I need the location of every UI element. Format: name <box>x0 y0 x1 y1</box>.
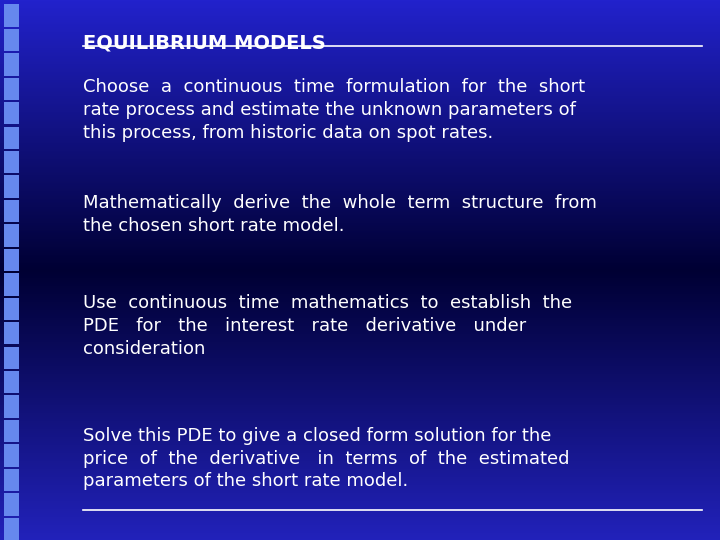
Bar <box>4 298 19 320</box>
Bar <box>4 395 19 418</box>
Bar <box>4 322 19 345</box>
Bar <box>4 493 19 516</box>
Bar <box>4 29 19 51</box>
Bar <box>4 469 19 491</box>
Bar <box>4 200 19 222</box>
Text: EQUILIBRIUM MODELS: EQUILIBRIUM MODELS <box>83 33 325 52</box>
Text: Use  continuous  time  mathematics  to  establish  the
PDE   for   the   interes: Use continuous time mathematics to estab… <box>83 294 572 358</box>
Bar <box>4 347 19 369</box>
Bar <box>4 102 19 124</box>
Text: Choose  a  continuous  time  formulation  for  the  short
rate process and estim: Choose a continuous time formulation for… <box>83 78 585 142</box>
Bar <box>4 273 19 295</box>
Bar <box>4 4 19 26</box>
Bar <box>4 224 19 247</box>
Bar <box>4 518 19 540</box>
Text: Mathematically  derive  the  whole  term  structure  from
the chosen short rate : Mathematically derive the whole term str… <box>83 194 597 235</box>
Bar <box>4 249 19 271</box>
Bar <box>4 420 19 442</box>
Bar <box>4 444 19 467</box>
Bar <box>4 78 19 100</box>
Bar <box>4 53 19 76</box>
Bar <box>4 151 19 173</box>
Bar <box>4 371 19 393</box>
Text: Solve this PDE to give a closed form solution for the
price  of  the  derivative: Solve this PDE to give a closed form sol… <box>83 427 570 490</box>
Bar <box>4 126 19 149</box>
Bar <box>4 176 19 198</box>
